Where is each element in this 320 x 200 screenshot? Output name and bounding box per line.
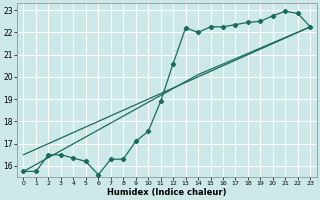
X-axis label: Humidex (Indice chaleur): Humidex (Indice chaleur) — [107, 188, 227, 197]
